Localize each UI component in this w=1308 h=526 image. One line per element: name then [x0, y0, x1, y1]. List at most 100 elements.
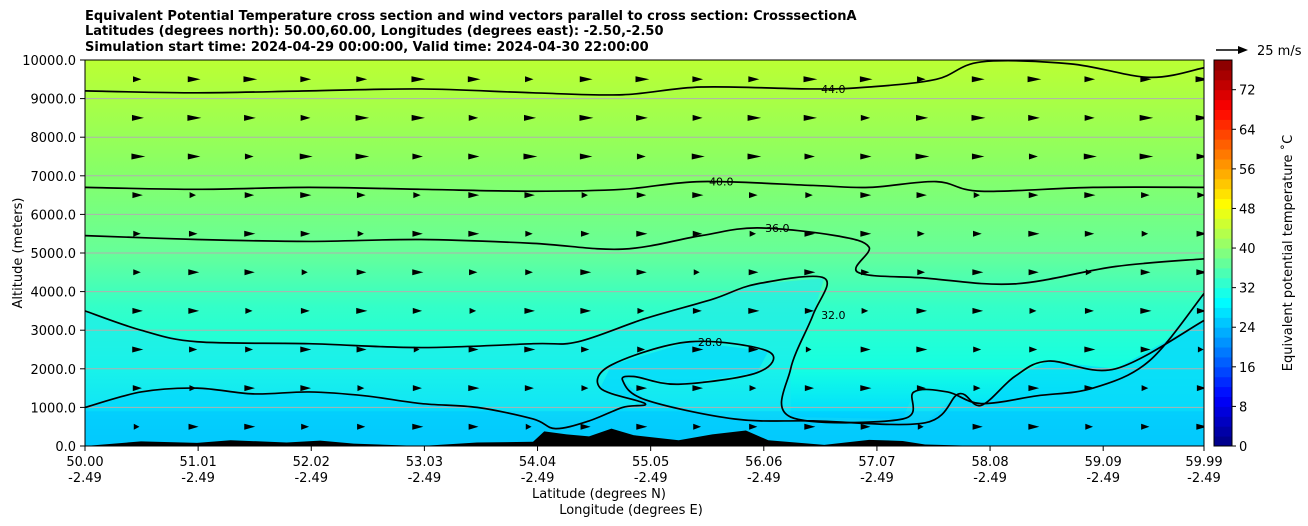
wind-vector	[973, 385, 981, 392]
wind-vector	[244, 114, 256, 121]
colorbar-tick-label: 48	[1239, 202, 1256, 217]
colorbar-band	[1214, 109, 1232, 120]
y-axis-label: Altitude (meters)	[11, 198, 26, 309]
wind-vector	[1083, 153, 1097, 160]
wind-vector	[860, 153, 872, 160]
x-tick-label-lat: 59.09	[1085, 455, 1122, 470]
wind-vector	[525, 423, 532, 430]
wind-vector	[861, 307, 869, 314]
colorbar-band	[1214, 267, 1232, 279]
wind-vector	[300, 192, 312, 199]
x-tick-label-lat: 51.01	[180, 455, 217, 470]
wind-vector	[356, 346, 367, 353]
colorbar-band	[1214, 366, 1232, 378]
wind-vector	[1028, 423, 1040, 430]
wind-vector	[357, 385, 365, 392]
wind-vector	[636, 385, 648, 392]
wind-vector	[580, 307, 592, 314]
wind-vector	[1029, 307, 1037, 314]
x-tick-label-lon: -2.49	[521, 471, 555, 486]
wind-vector	[749, 385, 757, 392]
wind-vector	[1085, 423, 1094, 430]
wind-vector	[468, 423, 479, 430]
wind-vector	[1084, 114, 1095, 121]
wind-vector	[524, 192, 535, 199]
colorbar-tick-label: 0	[1239, 440, 1247, 455]
wind-vector	[356, 307, 368, 314]
wind-vector	[1141, 230, 1149, 237]
wind-vector	[413, 192, 421, 199]
wind-vector	[188, 230, 198, 237]
wind-vector	[860, 114, 871, 121]
colorbar-band	[1214, 218, 1232, 229]
wind-vector	[748, 346, 759, 353]
wind-vector	[243, 76, 258, 83]
wind-vector	[357, 423, 366, 430]
wind-vector	[300, 385, 312, 392]
wind-vector	[636, 192, 647, 199]
wind-vector	[804, 230, 815, 237]
wind-vector	[973, 346, 982, 353]
y-tick-label: 4000.0	[31, 286, 77, 301]
colorbar-band	[1214, 436, 1232, 447]
wind-vector	[244, 269, 255, 276]
wind-vector	[1196, 385, 1204, 392]
contour-label-32: 32.0	[821, 309, 846, 322]
wind-vector	[860, 230, 872, 237]
colorbar-tick-label: 16	[1239, 361, 1256, 376]
chart-title: Equivalent Potential Temperature cross s…	[85, 9, 857, 55]
x-tick-label-lon: -2.49	[634, 471, 668, 486]
colorbar-band	[1214, 139, 1232, 150]
wind-vector	[1028, 153, 1038, 160]
wind-vector	[244, 423, 256, 430]
y-tick-label: 9000.0	[31, 93, 77, 108]
wind-vector	[581, 192, 588, 199]
colorbar-band	[1214, 129, 1232, 140]
wind-vector	[1197, 346, 1204, 353]
wind-vector	[972, 269, 984, 276]
wind-vector	[1028, 114, 1040, 121]
wind-vector	[524, 307, 535, 314]
wind-vector	[244, 153, 254, 160]
colorbar-band	[1214, 158, 1232, 170]
x-tick-label-lat: 56.06	[745, 455, 782, 470]
wind-vector	[749, 423, 758, 430]
wind-vector	[1028, 230, 1040, 237]
wind-vector	[468, 385, 480, 392]
wind-vector	[804, 423, 816, 430]
y-tick-label: 2000.0	[31, 363, 77, 378]
wind-vector	[804, 385, 815, 392]
y-tick-label: 6000.0	[31, 208, 77, 223]
wind-vector	[579, 76, 593, 83]
wind-vector	[1028, 269, 1039, 276]
y-axis: 0.0 1000.0 2000.0 3000.0 4000.0 5000.0 6000.0 7…	[22, 54, 85, 455]
wind-vector	[468, 153, 480, 160]
wind-vector	[1084, 385, 1096, 392]
wind-vector	[1196, 269, 1204, 276]
contour-28	[85, 319, 1204, 430]
y-tick-label: 5000.0	[31, 247, 77, 262]
wind-vector	[804, 307, 815, 314]
x-tick-label-lon: -2.49	[1187, 471, 1221, 486]
colorbar-band	[1214, 208, 1232, 219]
wind-vector	[525, 76, 534, 83]
wind-vector	[133, 269, 141, 276]
wind-vector	[917, 76, 926, 83]
x-tick-label-lat: 58.08	[971, 455, 1008, 470]
wind-legend: 25 m/s	[1216, 44, 1302, 59]
x-tick-label-lat: 55.05	[632, 455, 669, 470]
x-axis-label-longitude: Longitude (degrees E)	[559, 503, 703, 518]
wind-vector	[860, 423, 871, 430]
wind-vector	[133, 230, 141, 237]
wind-vector	[523, 114, 537, 121]
wind-vector	[1027, 76, 1042, 83]
colorbar-tick-label: 8	[1239, 400, 1247, 415]
wind-vector	[300, 346, 312, 353]
y-tick-label: 8000.0	[31, 131, 77, 146]
contour-32	[85, 275, 1204, 424]
wind-vector	[748, 76, 760, 83]
wind-vector	[691, 153, 705, 160]
wind-vector	[1084, 307, 1094, 314]
wind-vector	[971, 76, 985, 83]
wind-vector	[1140, 269, 1151, 276]
